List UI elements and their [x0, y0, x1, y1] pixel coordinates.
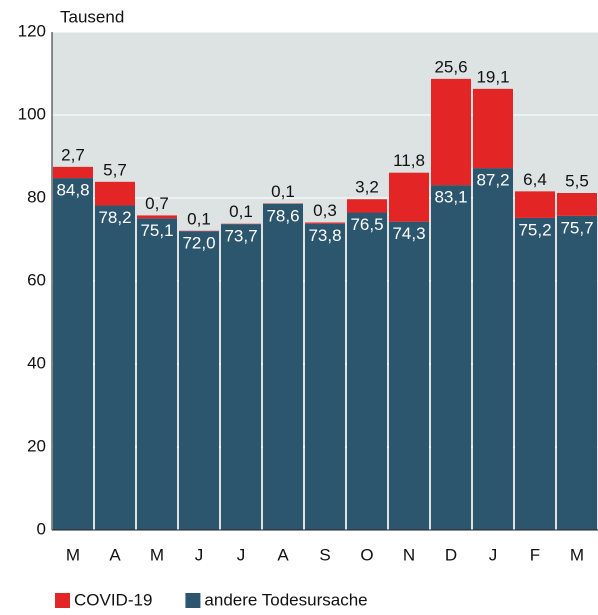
legend-swatch — [55, 593, 70, 608]
value-label: 5,7 — [103, 160, 127, 179]
bar-segment — [557, 216, 597, 530]
bar-segment — [305, 224, 345, 530]
value-label: 11,8 — [393, 151, 425, 170]
bar-segment — [473, 89, 513, 168]
bar-segment — [221, 224, 261, 530]
bar-segment — [53, 178, 93, 530]
y-tick-label: 120 — [18, 21, 46, 40]
x-tick-label: N — [403, 545, 415, 564]
bar-segment — [305, 222, 345, 223]
bar-segment — [137, 215, 177, 218]
y-tick-label: 60 — [27, 270, 46, 289]
legend-label: andere Todesursache — [204, 590, 367, 609]
x-tick-label: A — [109, 545, 121, 564]
y-unit-label: Tausend — [60, 7, 124, 26]
x-tick-label: F — [530, 545, 540, 564]
x-tick-label: O — [360, 545, 373, 564]
bar-segment — [347, 213, 387, 530]
value-label: 5,5 — [565, 172, 589, 191]
bar-segment — [431, 185, 471, 530]
value-label: 75,2 — [518, 220, 551, 239]
x-tick-label: A — [277, 545, 289, 564]
value-label: 78,2 — [98, 208, 131, 227]
bar-segment — [53, 167, 93, 178]
value-label: 2,7 — [61, 145, 85, 164]
y-tick-label: 0 — [37, 519, 46, 538]
value-label: 6,4 — [523, 170, 547, 189]
value-label: 0,1 — [187, 209, 211, 228]
bar-segment — [515, 191, 555, 218]
value-label: 0,3 — [313, 201, 337, 220]
y-tick-label: 80 — [27, 187, 46, 206]
x-tick-label: D — [445, 545, 457, 564]
legend-label: COVID-19 — [74, 590, 152, 609]
value-label: 19,1 — [476, 67, 509, 86]
x-tick-label: J — [195, 545, 204, 564]
bar-segment — [389, 222, 429, 530]
value-label: 76,5 — [350, 215, 383, 234]
x-tick-label: J — [489, 545, 498, 564]
bar-segment — [557, 193, 597, 216]
x-tick-label: S — [319, 545, 330, 564]
value-label: 74,3 — [392, 224, 425, 243]
bar-segment — [95, 182, 135, 206]
x-tick-label: M — [66, 545, 80, 564]
y-tick-label: 20 — [27, 436, 46, 455]
value-label: 25,6 — [434, 57, 467, 76]
y-tick-label: 40 — [27, 353, 46, 372]
bar-segment — [263, 204, 303, 530]
value-label: 72,0 — [182, 234, 215, 253]
value-label: 75,7 — [560, 218, 593, 237]
bar-segment — [137, 218, 177, 530]
value-label: 0,7 — [145, 194, 169, 213]
value-label: 0,1 — [271, 182, 295, 201]
bar-segment — [179, 231, 219, 530]
bar-segment — [347, 199, 387, 212]
value-label: 83,1 — [434, 188, 467, 207]
y-tick-label: 100 — [18, 104, 46, 123]
x-tick-label: J — [237, 545, 246, 564]
value-label: 84,8 — [56, 181, 89, 200]
bar-segment — [515, 218, 555, 530]
value-label: 75,1 — [140, 221, 173, 240]
value-label: 3,2 — [355, 178, 379, 197]
value-label: 0,1 — [229, 202, 253, 221]
x-tick-label: M — [150, 545, 164, 564]
bar-segment — [95, 205, 135, 530]
value-label: 73,7 — [224, 227, 257, 246]
x-tick-label: M — [570, 545, 584, 564]
legend-swatch — [185, 593, 200, 608]
value-label: 73,8 — [308, 226, 341, 245]
value-label: 78,6 — [266, 206, 299, 225]
bar-segment — [473, 168, 513, 530]
bar-segment — [389, 173, 429, 222]
value-label: 87,2 — [476, 171, 509, 190]
bar-segment — [431, 79, 471, 185]
